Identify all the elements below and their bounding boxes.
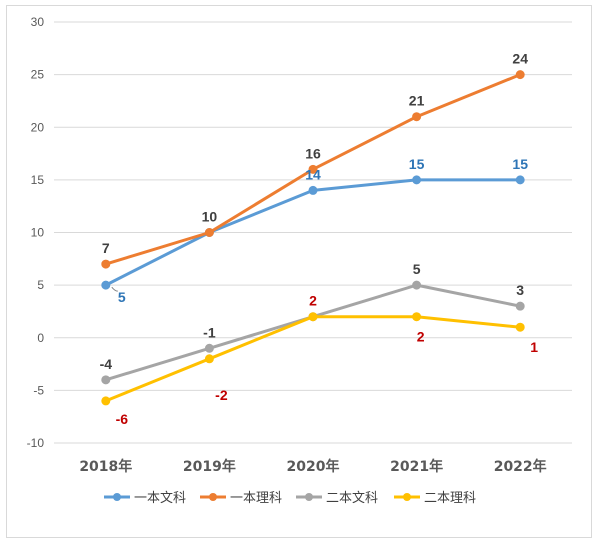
x-tick-label: 2021年 (390, 458, 443, 475)
y-tick-label: 10 (31, 226, 45, 240)
y-tick-label: 30 (31, 15, 45, 29)
x-axis-ticks: 2018年 2019年 2020年 2021年 2022年 (79, 458, 546, 475)
data-label: 5 (118, 289, 126, 305)
y-tick-label: 20 (31, 120, 45, 134)
y-axis-ticks: -10 -5 0 5 10 15 20 25 30 (27, 15, 45, 450)
legend-swatch-marker (113, 493, 121, 501)
x-tick-label: 2018年 (79, 458, 132, 475)
legend-swatch-marker (305, 493, 313, 501)
data-point (308, 164, 318, 174)
data-label: -1 (203, 324, 216, 340)
legend-label: 一本理科 (230, 491, 282, 506)
data-point (412, 280, 422, 290)
data-label: -4 (100, 356, 113, 372)
data-point (204, 354, 214, 364)
data-label: 2 (309, 293, 317, 309)
data-point (515, 175, 525, 185)
data-label: -2 (215, 387, 228, 403)
data-point (412, 312, 422, 322)
y-tick-label: 15 (31, 173, 45, 187)
legend-label: 二本理科 (424, 491, 476, 506)
data-point (515, 301, 525, 311)
data-point (412, 175, 422, 185)
y-tick-label: 25 (31, 68, 45, 82)
data-label: 1 (530, 339, 538, 355)
data-label: 2 (417, 329, 425, 345)
chart-frame (6, 5, 592, 538)
data-label: 7 (102, 240, 110, 256)
data-label: -6 (116, 411, 129, 427)
legend-swatch-marker (403, 493, 411, 501)
x-tick-label: 2019年 (183, 458, 236, 475)
data-label: 10 (202, 209, 218, 225)
y-tick-label: 5 (37, 278, 44, 292)
x-tick-label: 2022年 (494, 458, 547, 475)
legend-label: 二本文科 (326, 491, 378, 506)
data-point (101, 280, 111, 290)
legend: 一本文科 一本理科 二本文科 二本理科 (104, 491, 476, 506)
data-label: 15 (409, 156, 425, 172)
data-point (308, 185, 318, 195)
data-label: 24 (512, 51, 528, 67)
data-point (515, 322, 525, 332)
data-label: 5 (413, 261, 421, 277)
data-point (515, 70, 525, 80)
data-label: 15 (512, 156, 528, 172)
y-tick-label: -10 (27, 436, 45, 450)
data-point (204, 228, 214, 237)
data-point (101, 396, 111, 406)
legend-swatch-marker (209, 493, 217, 501)
data-label: 3 (516, 282, 524, 298)
data-point (101, 259, 111, 269)
data-label: 16 (305, 145, 321, 161)
y-tick-label: 0 (37, 331, 44, 345)
series-line-4 (104, 315, 522, 403)
x-tick-label: 2020年 (287, 458, 340, 475)
legend-label: 一本文科 (134, 491, 186, 506)
label-leader-line (111, 286, 118, 292)
data-point (101, 375, 111, 385)
data-point (204, 343, 214, 353)
series-lines (101, 70, 525, 406)
data-point (412, 112, 422, 122)
data-label: 14 (305, 166, 321, 182)
y-tick-label: -5 (33, 383, 44, 397)
data-label: 21 (409, 93, 425, 109)
data-point (308, 312, 318, 322)
